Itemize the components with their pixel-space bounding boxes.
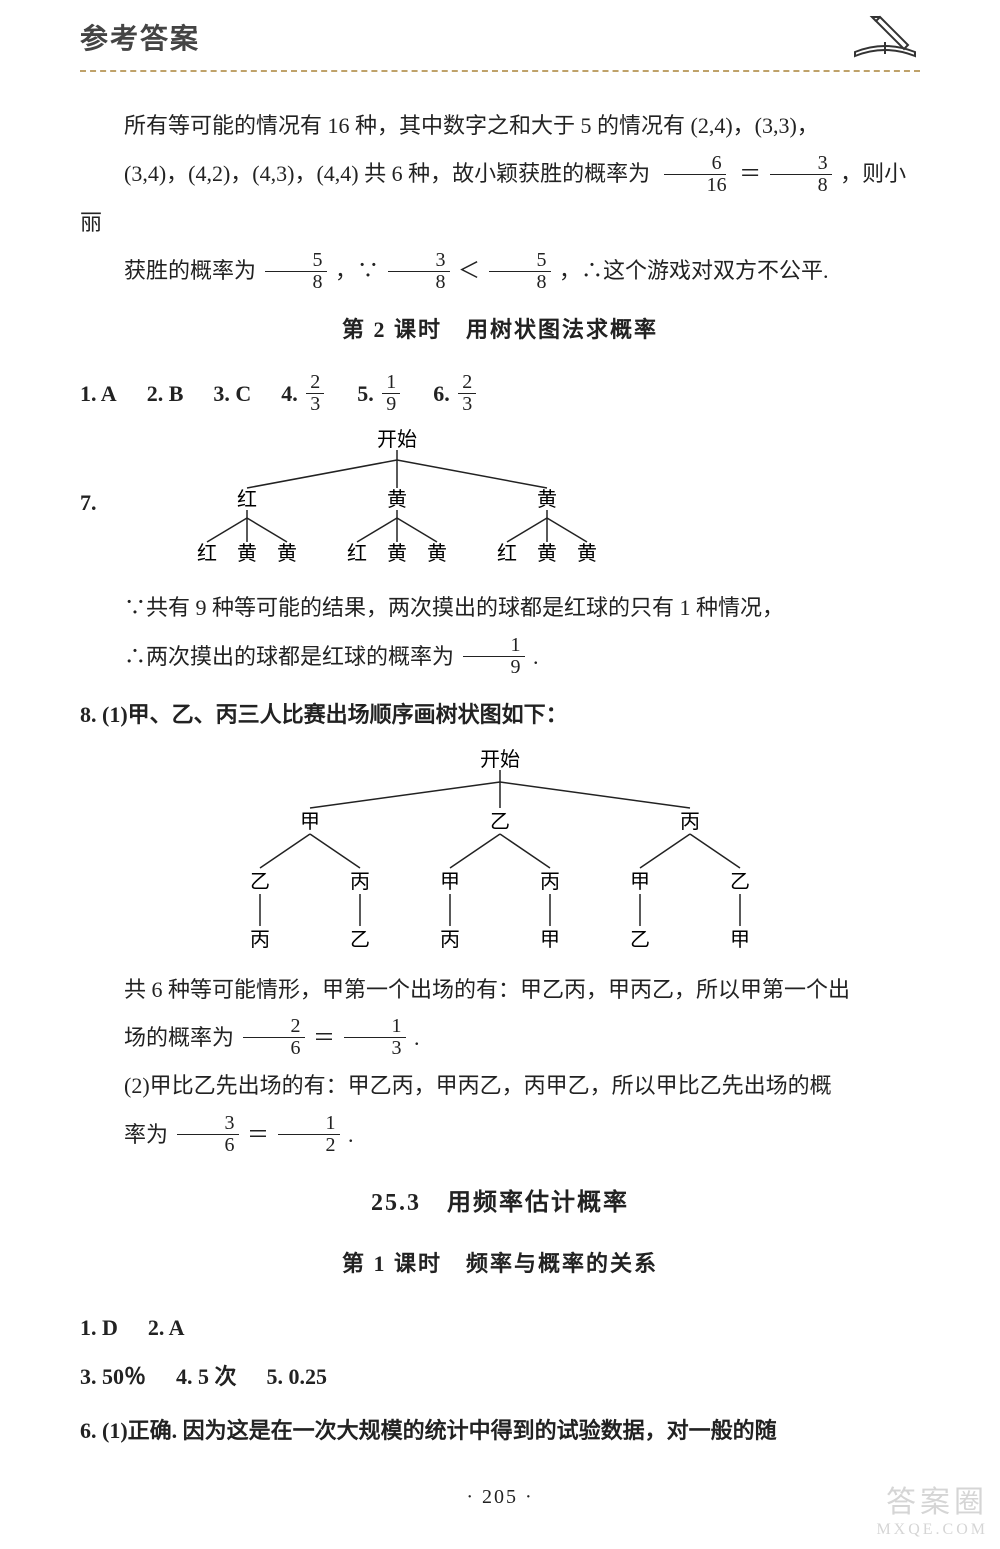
page: 参考答案 所有等可能的情况有 16 种，其中数字之和大于 5 的情况有 (2,4… [0, 0, 1000, 1549]
q7-label: 7. [80, 479, 97, 527]
fraction: 19 [463, 635, 525, 678]
svg-text:丙: 丙 [540, 871, 560, 893]
ans: 1. D [80, 1304, 118, 1352]
ans: 4. 5 次 [176, 1353, 237, 1401]
fraction: 12 [278, 1113, 340, 1156]
svg-text:黄: 黄 [387, 542, 407, 565]
ans: 5. 19 [357, 370, 403, 418]
svg-text:红: 红 [497, 542, 517, 565]
intro-para-2: (3,4)，(4,2)，(4,3)，(4,4) 共 6 种，故小颖获胜的概率为 … [80, 150, 920, 247]
fraction: 13 [344, 1016, 406, 1059]
ans: 2. A [148, 1304, 185, 1352]
svg-text:丙: 丙 [350, 871, 370, 893]
q8-p1a: 共 6 种等可能情形，甲第一个出场的有：甲乙丙，甲丙乙，所以甲第一个出 [80, 966, 920, 1014]
pen-book-icon [850, 12, 920, 62]
ans: 5. 0.25 [267, 1353, 328, 1401]
q7-line1: ∵共有 9 种等可能的结果，两次摸出的球都是红球的只有 1 种情况， [80, 584, 920, 632]
intro-para-1: 所有等可能的情况有 16 种，其中数字之和大于 5 的情况有 (2,4)，(3,… [80, 102, 920, 150]
text: 所有等可能的情况有 16 种，其中数字之和大于 5 的情况有 (2,4)，(3,… [124, 113, 819, 138]
fraction: 26 [243, 1016, 305, 1059]
svg-text:乙: 乙 [630, 929, 650, 951]
fraction: 38 [388, 250, 450, 293]
text: . [533, 644, 539, 669]
svg-text:丙: 丙 [440, 929, 460, 951]
text: 获胜的概率为 [124, 258, 256, 283]
svg-text:甲: 甲 [630, 871, 650, 893]
svg-text:乙: 乙 [250, 871, 270, 893]
text: ∴两次摸出的球都是红球的概率为 [124, 644, 454, 669]
fraction: 58 [265, 250, 327, 293]
svg-text:红: 红 [237, 488, 257, 511]
page-number: · 205 · [80, 1475, 920, 1519]
ans: 6. 23 [433, 370, 479, 418]
q7-line2: ∴两次摸出的球都是红球的概率为 19 . [80, 633, 920, 681]
text: (3,4)，(4,2)，(4,3)，(4,4) 共 6 种，故小颖获胜的概率为 [124, 161, 650, 186]
tree-diagram-2: 开始甲乙丙丙乙乙甲丙丙甲丙甲乙乙甲 [180, 748, 820, 958]
text: ，∵ [335, 258, 379, 283]
less-than: ＜ [458, 258, 480, 283]
intro-para-3: 获胜的概率为 58 ，∵ 38 ＜ 58 ，∴这个游戏对双方不公平. [80, 247, 920, 295]
header-title: 参考答案 [80, 17, 200, 57]
fraction: 19 [382, 372, 400, 415]
svg-text:乙: 乙 [730, 871, 750, 893]
svg-text:乙: 乙 [350, 929, 370, 951]
text: . [414, 1025, 420, 1050]
text: ，∴这个游戏对双方不公平. [559, 258, 829, 283]
equals: ＝ [313, 1025, 335, 1050]
svg-text:甲: 甲 [540, 929, 560, 951]
fraction: 38 [770, 153, 832, 196]
svg-text:黄: 黄 [537, 542, 557, 565]
page-header: 参考答案 [80, 0, 920, 72]
tree-diagram-1: 开始红红黄黄黄红黄黄黄红黄黄 [137, 428, 657, 578]
fraction: 58 [489, 250, 551, 293]
ans: 2. B [147, 370, 184, 418]
text: 场的概率为 [124, 1025, 234, 1050]
fraction: 23 [458, 372, 476, 415]
equals: ＝ [739, 161, 761, 186]
svg-text:丙: 丙 [680, 811, 700, 833]
svg-text:黄: 黄 [537, 488, 557, 511]
text: 率为 [124, 1122, 168, 1147]
fraction: 616 [659, 153, 731, 196]
lesson-title: 第 2 课时 用树状图法求概率 [80, 306, 920, 354]
svg-text:甲: 甲 [440, 871, 460, 893]
text: . [348, 1122, 354, 1147]
svg-text:开始: 开始 [480, 748, 520, 771]
svg-text:红: 红 [347, 542, 367, 565]
q6-text: 6. (1)正确. 因为这是在一次大规模的统计中得到的试验数据，对一般的随 [80, 1407, 920, 1455]
answers-row-1: 1. A 2. B 3. C 4. 23 5. 19 6. 23 [80, 370, 920, 418]
answers-row-2a: 1. D 2. A [80, 1304, 920, 1352]
ans: 4. 23 [281, 370, 327, 418]
section-title: 25.3 用频率估计概率 [80, 1177, 920, 1230]
q8-p2a: (2)甲比乙先出场的有：甲乙丙，甲丙乙，丙甲乙，所以甲比乙先出场的概 [80, 1062, 920, 1110]
ans: 3. C [213, 370, 251, 418]
ans: 3. 50％ [80, 1353, 146, 1401]
answers-row-2b: 3. 50％ 4. 5 次 5. 0.25 [80, 1353, 920, 1401]
svg-text:黄: 黄 [387, 488, 407, 511]
svg-text:红: 红 [197, 542, 217, 565]
equals: ＝ [247, 1122, 269, 1147]
q8-tree-wrap: 开始甲乙丙丙乙乙甲丙丙甲丙甲乙乙甲 [80, 748, 920, 958]
fraction: 36 [177, 1113, 239, 1156]
svg-text:黄: 黄 [277, 542, 297, 565]
q8-p1b: 场的概率为 26 ＝ 13 . [80, 1014, 920, 1062]
lesson-title-2: 第 1 课时 频率与概率的关系 [80, 1240, 920, 1288]
svg-text:丙: 丙 [250, 929, 270, 951]
svg-text:甲: 甲 [300, 811, 320, 833]
svg-text:甲: 甲 [730, 929, 750, 951]
content-area: 所有等可能的情况有 16 种，其中数字之和大于 5 的情况有 (2,4)，(3,… [80, 72, 920, 1519]
q8-head: 8. (1)甲、乙、丙三人比赛出场顺序画树状图如下： [80, 691, 920, 739]
svg-text:开始: 开始 [377, 428, 417, 451]
ans: 1. A [80, 370, 117, 418]
q8-p2b: 率为 36 ＝ 12 . [80, 1111, 920, 1159]
watermark-line-2: MXQE.COM [876, 1521, 988, 1539]
fraction: 23 [306, 372, 324, 415]
svg-text:黄: 黄 [427, 542, 447, 565]
svg-text:黄: 黄 [237, 542, 257, 565]
q7-tree-wrap: 7. 开始红红黄黄黄红黄黄黄红黄黄 [80, 428, 920, 578]
svg-text:乙: 乙 [490, 811, 510, 833]
svg-text:黄: 黄 [577, 542, 597, 565]
